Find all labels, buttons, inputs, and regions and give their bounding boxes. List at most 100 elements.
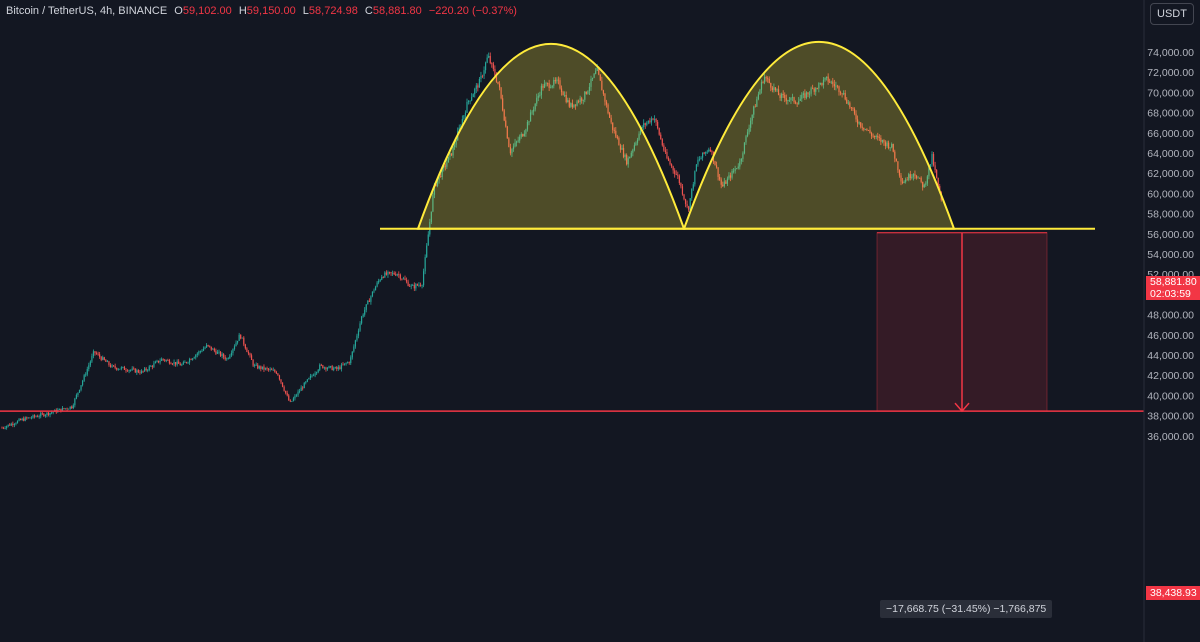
- candle-body: [863, 127, 865, 130]
- candle-body: [95, 353, 98, 354]
- candle-body: [633, 145, 635, 150]
- candle-body: [24, 417, 26, 421]
- candle-body: [557, 79, 560, 81]
- candle-body: [122, 366, 124, 368]
- candle-body: [198, 351, 200, 354]
- measure-arrow-head: [954, 402, 970, 413]
- price-tick-label: 44,000.00: [1147, 350, 1194, 362]
- candle-body: [357, 330, 360, 336]
- candle-body: [117, 368, 119, 370]
- candle-body: [173, 361, 175, 364]
- candle-body: [646, 122, 648, 125]
- candle-body: [824, 77, 826, 80]
- candle-body: [903, 181, 905, 184]
- candle-body: [103, 357, 105, 360]
- candle-body: [10, 423, 12, 426]
- candle-body: [100, 356, 102, 360]
- candle-body: [791, 97, 794, 99]
- candle-body: [26, 417, 28, 419]
- candle-body: [379, 279, 381, 281]
- candle-body: [674, 170, 676, 174]
- candle-body: [892, 143, 894, 152]
- candle-body: [505, 120, 507, 127]
- price-tick-label: 70,000.00: [1147, 87, 1194, 99]
- candle-body: [472, 94, 474, 98]
- candle-body: [255, 364, 257, 366]
- candle-body: [653, 119, 656, 120]
- candle-body: [280, 379, 282, 383]
- candle-body: [759, 89, 761, 95]
- candle-body: [595, 71, 597, 74]
- candle-body: [167, 360, 169, 361]
- candle-body: [41, 413, 43, 415]
- candle-body: [694, 171, 696, 185]
- close-label: C: [364, 5, 373, 17]
- candle-body: [523, 133, 525, 137]
- symbol-title: Bitcoin / TetherUS, 4h, BINANCE: [6, 5, 168, 17]
- candle-body: [750, 120, 752, 128]
- candle-body: [137, 370, 139, 373]
- candle-body: [471, 97, 473, 101]
- candle-body: [638, 133, 640, 140]
- candle-body: [382, 276, 384, 278]
- candle-body: [47, 412, 50, 415]
- candle-body: [241, 337, 243, 339]
- candle-body: [170, 363, 172, 365]
- candle-body: [390, 272, 392, 274]
- candle-body: [140, 370, 143, 374]
- candle-body: [154, 361, 157, 364]
- candle-body: [27, 417, 29, 419]
- candle-body: [18, 419, 20, 421]
- candle-body: [176, 361, 178, 365]
- high-label: H: [238, 5, 247, 17]
- open-label: O: [174, 5, 183, 17]
- candle-body: [764, 77, 766, 83]
- candle-body: [615, 130, 617, 137]
- candle-body: [517, 140, 519, 142]
- candle-body: [531, 111, 533, 113]
- candle-body: [407, 281, 409, 286]
- candle-body: [658, 128, 660, 135]
- candle-body: [891, 143, 893, 148]
- candle-body: [63, 407, 65, 409]
- candle-body: [365, 304, 367, 310]
- candle-body: [119, 368, 121, 370]
- candle-body: [209, 345, 211, 347]
- candle-body: [689, 198, 691, 210]
- candle-body: [294, 395, 296, 399]
- candle-body: [664, 150, 666, 152]
- candle-body: [345, 363, 347, 364]
- candle-body: [748, 127, 750, 133]
- candle-body: [252, 359, 254, 366]
- candle-body: [570, 103, 572, 107]
- last-price-tag: 58,881.80 02:03:59: [1146, 276, 1200, 300]
- candle-body: [874, 135, 876, 137]
- candle-body: [247, 351, 250, 354]
- candle-body: [423, 271, 425, 286]
- double-top-pattern: [0, 41, 1144, 412]
- candle-body: [196, 353, 198, 355]
- candle-body: [328, 366, 330, 369]
- candle-body: [861, 126, 863, 128]
- candle-body: [464, 112, 467, 116]
- price-tick-label: 40,000.00: [1147, 390, 1194, 402]
- candle-body: [2, 427, 5, 429]
- candle-body: [416, 284, 418, 286]
- candle-body: [671, 164, 673, 167]
- candle-body: [880, 137, 882, 142]
- candle-body: [923, 184, 925, 188]
- candle-body: [610, 117, 612, 123]
- candle-body: [630, 152, 632, 157]
- candle-body: [591, 77, 594, 79]
- candle-body: [540, 85, 542, 96]
- currency-button[interactable]: USDT: [1150, 3, 1194, 25]
- candle-body: [931, 154, 933, 165]
- candle-body: [89, 361, 91, 366]
- candle-body: [554, 80, 556, 82]
- candle-body: [190, 359, 192, 360]
- candle-body: [678, 175, 680, 184]
- candle-body: [44, 415, 46, 417]
- candle-body: [136, 370, 138, 373]
- candle-body: [788, 100, 790, 101]
